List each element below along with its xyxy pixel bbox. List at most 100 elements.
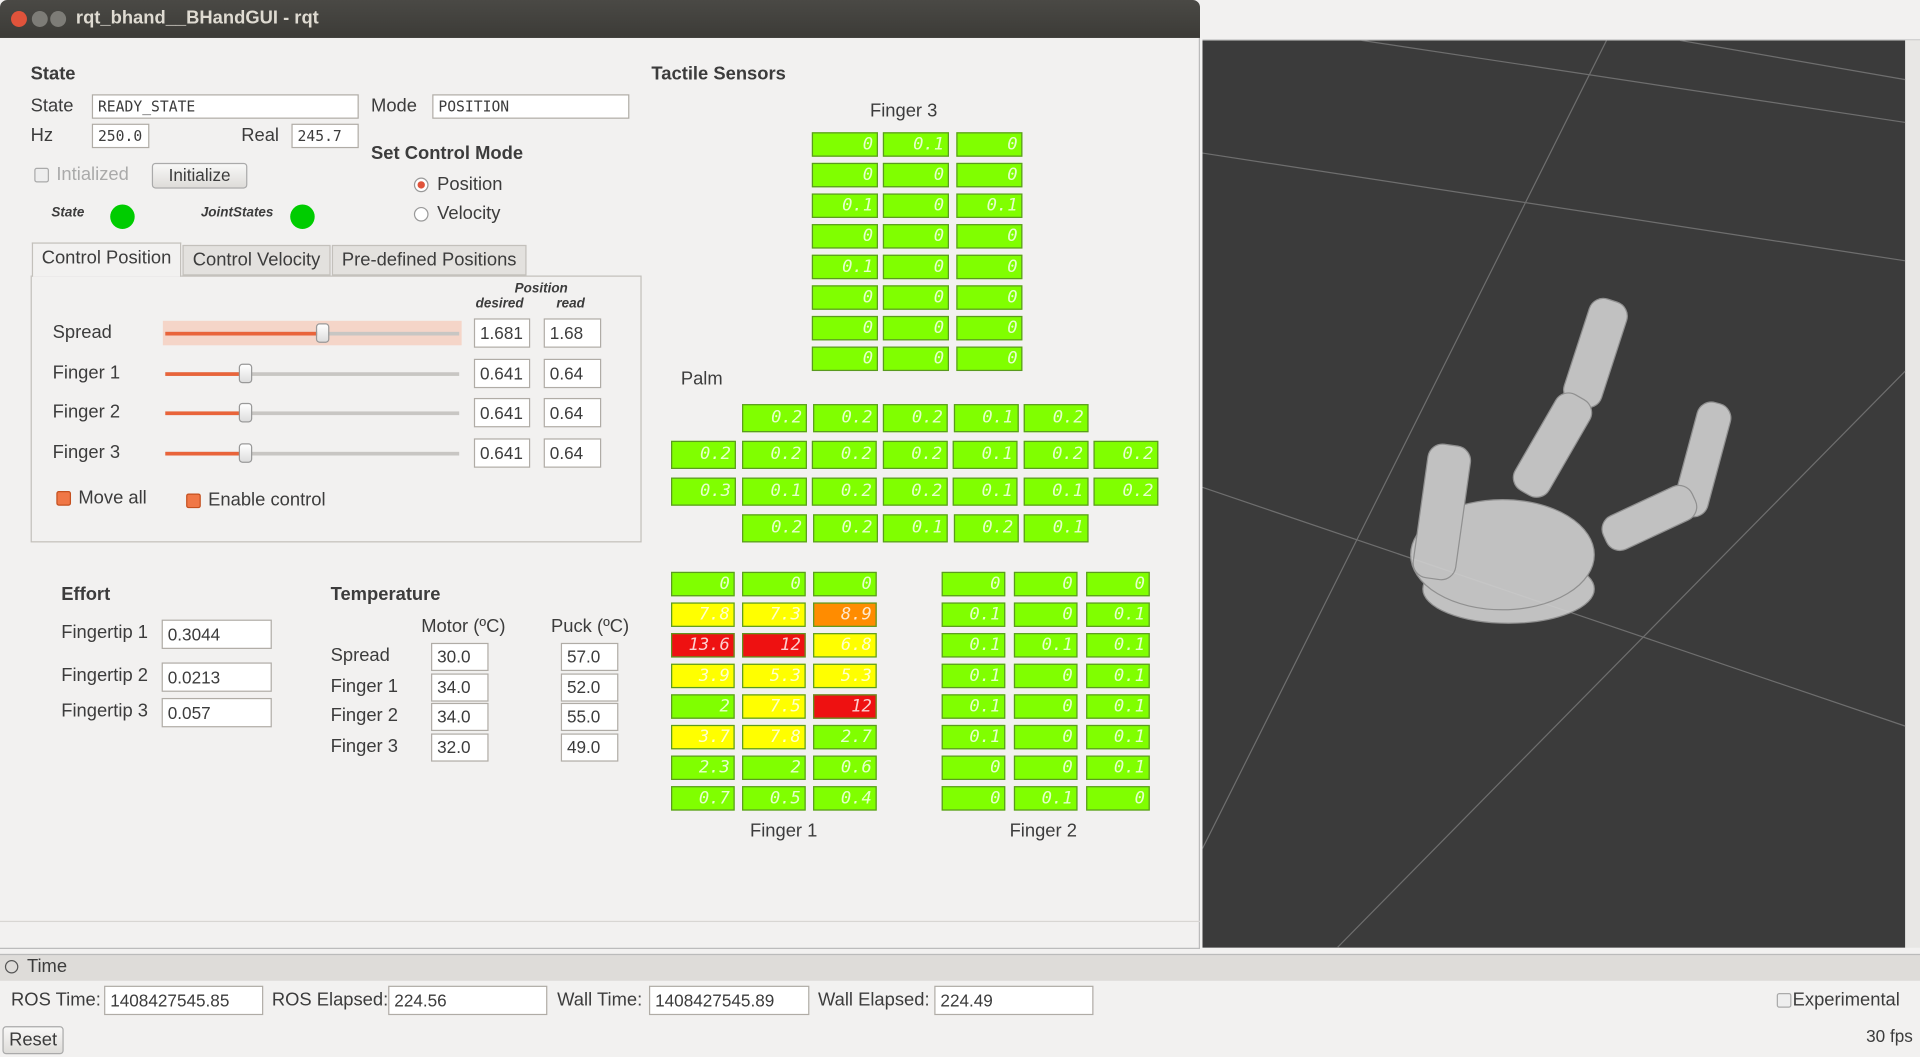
row-label: Spread xyxy=(52,322,112,343)
number-field[interactable]: 0.64 xyxy=(543,397,602,428)
number-field[interactable]: 34.0 xyxy=(431,672,489,702)
field-label: Wall Elapsed: xyxy=(817,989,930,1011)
tactile-cell: 0.1 xyxy=(1086,724,1150,750)
tab[interactable]: Control Velocity xyxy=(182,244,331,276)
tactile-cell: 0.2 xyxy=(953,514,1019,543)
indicator-light xyxy=(110,204,135,229)
number-field[interactable]: 0.641 xyxy=(473,438,531,468)
tactile-cell: 0 xyxy=(811,346,878,372)
checkbox[interactable] xyxy=(186,493,201,509)
slider-track xyxy=(165,372,460,376)
text-field[interactable]: READY_STATE xyxy=(91,94,359,119)
tactile-cell: 0.2 xyxy=(742,404,807,433)
tactile-cell: 0.1 xyxy=(882,132,949,157)
close-button[interactable] xyxy=(11,11,27,27)
checkbox[interactable] xyxy=(56,491,72,506)
grid-label: Finger 2 xyxy=(1009,820,1077,842)
number-field[interactable]: 52.0 xyxy=(560,672,619,702)
tactile-cell: 2 xyxy=(742,755,806,781)
tactile-cell: 0.1 xyxy=(941,694,1006,719)
tactile-cell: 3.9 xyxy=(671,663,735,689)
field-label: Wall Time: xyxy=(557,989,643,1011)
slider-fill xyxy=(165,451,245,456)
tactile-cell: 0 xyxy=(1013,663,1078,689)
tactile-cell: 0.2 xyxy=(1023,440,1088,469)
tactile-cell: 0.2 xyxy=(1023,404,1089,433)
tab[interactable]: Pre-defined Positions xyxy=(331,244,527,276)
number-field[interactable]: 30.0 xyxy=(431,642,489,672)
section-heading: Tactile Sensors xyxy=(651,63,786,85)
number-field[interactable]: 0.0213 xyxy=(161,662,272,692)
number-field[interactable]: 0.64 xyxy=(543,438,602,468)
window-title: rqt_bhand__BHandGUI - rqt xyxy=(75,7,319,29)
number-field[interactable]: 34.0 xyxy=(431,703,489,732)
top-strip xyxy=(1202,0,1920,41)
slider-handle[interactable] xyxy=(238,402,253,423)
tactile-cell: 6.8 xyxy=(813,633,877,658)
3d-view xyxy=(1202,40,1906,948)
number-field[interactable]: 55.0 xyxy=(560,703,619,732)
button[interactable]: Initialize xyxy=(151,162,248,189)
time-field[interactable]: 224.56 xyxy=(388,985,548,1016)
number-field[interactable]: 49.0 xyxy=(560,733,619,762)
time-field[interactable]: 1408427545.85 xyxy=(104,985,264,1016)
tactile-cell: 0.1 xyxy=(1086,694,1150,719)
checkbox[interactable] xyxy=(1776,993,1792,1008)
window-footer-line xyxy=(0,920,1201,923)
slider-handle[interactable] xyxy=(238,363,253,384)
number-field[interactable]: 32.0 xyxy=(431,733,489,762)
tactile-cell: 0 xyxy=(956,315,1023,341)
tactile-cell: 0.2 xyxy=(811,477,877,506)
tactile-cell: 2.3 xyxy=(671,755,735,781)
maximize-button[interactable] xyxy=(50,11,67,27)
tactile-cell: 0 xyxy=(811,285,878,310)
tab[interactable]: Control Position xyxy=(31,242,182,277)
tactile-cell: 0.4 xyxy=(813,786,877,811)
time-field[interactable]: 1408427545.89 xyxy=(648,985,810,1016)
slider-handle[interactable] xyxy=(238,443,253,463)
number-field[interactable]: 0.641 xyxy=(473,397,531,428)
tactile-cell: 0 xyxy=(941,786,1006,811)
tactile-cell: 0.1 xyxy=(941,633,1006,658)
tactile-cell: 0.1 xyxy=(1023,477,1088,506)
tactile-cell: 0.2 xyxy=(1093,477,1159,506)
column-header: Motor (ºC) xyxy=(421,615,506,637)
tactile-cell: 0 xyxy=(811,315,878,341)
tactile-cell: 0 xyxy=(882,254,949,280)
tactile-cell: 0.5 xyxy=(742,786,806,811)
text-field[interactable]: 250.0 xyxy=(91,123,150,149)
tactile-cell: 0.1 xyxy=(1086,633,1150,658)
number-field[interactable]: 0.64 xyxy=(543,358,602,389)
fps-label: 30 fps xyxy=(1866,1026,1913,1046)
tactile-cell: 0.2 xyxy=(882,404,948,433)
indicator-label: JointStates xyxy=(200,205,274,221)
panel-title: Time xyxy=(26,956,68,978)
tactile-cell: 0 xyxy=(956,285,1023,310)
tactile-cell: 8.9 xyxy=(813,602,877,627)
tactile-cell: 13.6 xyxy=(671,633,735,658)
time-field[interactable]: 224.49 xyxy=(934,985,1094,1016)
button[interactable]: Reset xyxy=(2,1026,64,1055)
scrollbar[interactable] xyxy=(1905,40,1920,948)
number-field[interactable]: 0.057 xyxy=(161,697,272,728)
tactile-cell: 5.3 xyxy=(813,663,877,689)
tactile-cell: 12 xyxy=(742,633,806,658)
number-field[interactable]: 0.641 xyxy=(473,358,531,389)
number-field[interactable]: 0.3044 xyxy=(161,619,272,649)
label: Real xyxy=(241,124,280,146)
checkbox[interactable] xyxy=(34,167,49,183)
tactile-cell: 0.1 xyxy=(941,724,1006,750)
tactile-cell: 0.1 xyxy=(1013,786,1078,811)
tactile-cell: 0 xyxy=(811,132,878,157)
number-field[interactable]: 1.681 xyxy=(473,318,531,348)
radio-dot xyxy=(417,181,425,189)
slider-handle[interactable] xyxy=(315,323,330,343)
number-field[interactable]: 1.68 xyxy=(543,318,602,348)
text-field[interactable]: POSITION xyxy=(432,94,630,119)
text-field[interactable]: 245.7 xyxy=(291,123,359,149)
minimize-button[interactable] xyxy=(31,11,48,27)
number-field[interactable]: 57.0 xyxy=(560,642,619,672)
window-titlebar xyxy=(0,0,1201,38)
radio-button[interactable] xyxy=(413,206,429,222)
tactile-cell: 0.1 xyxy=(741,477,807,506)
